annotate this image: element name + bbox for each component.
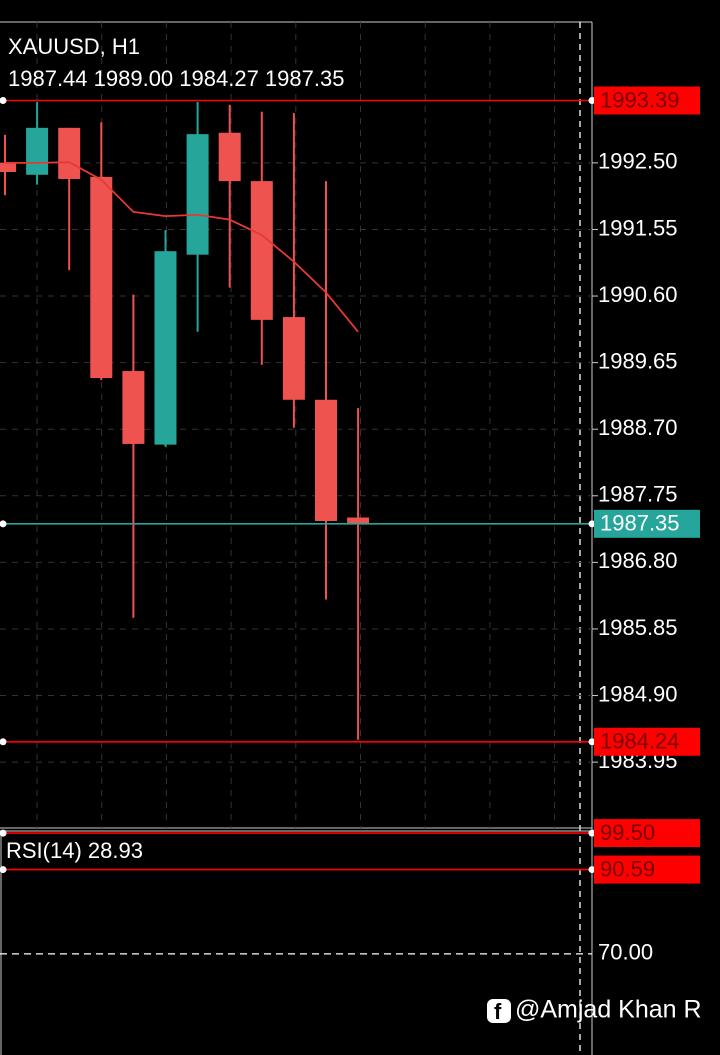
watermark-text: @Amjad Khan R xyxy=(515,996,702,1024)
level-handle xyxy=(0,829,7,837)
level-handle xyxy=(588,738,596,746)
level-label: 1987.35 xyxy=(600,511,680,536)
y-tick-label: 1986.80 xyxy=(598,548,678,573)
rsi-panel: 70.00 99.50 90.59 xyxy=(0,819,700,965)
level-label: 1993.39 xyxy=(600,87,680,112)
fb-icon-letter: f xyxy=(494,999,502,1024)
candle-body xyxy=(282,317,305,400)
level-label: 1984.24 xyxy=(600,729,680,754)
level-handle xyxy=(0,738,7,746)
level-handle xyxy=(588,829,596,837)
level-label-box xyxy=(594,727,700,756)
ohlc-readout: 1987.44 1989.00 1984.27 1987.35 xyxy=(8,66,344,91)
level-handle xyxy=(0,96,7,104)
candle-body xyxy=(315,399,337,522)
y-tick-label: 1991.55 xyxy=(598,215,678,240)
watermark: f @Amjad Khan R xyxy=(487,996,702,1024)
level-label: 90.59 xyxy=(600,856,655,881)
level-handle xyxy=(0,520,7,528)
fb-icon xyxy=(487,999,511,1023)
candle-body xyxy=(90,176,113,379)
candle-body xyxy=(186,134,209,255)
y-tick-label: 1992.50 xyxy=(598,149,678,174)
candle-body xyxy=(250,181,273,320)
level-handle xyxy=(588,520,596,528)
y-tick-label: 1987.75 xyxy=(598,482,678,507)
y-tick-label: 1989.65 xyxy=(598,348,678,373)
chart-title: XAUUSD, H1 xyxy=(8,34,140,59)
level-label: 99.50 xyxy=(600,820,655,845)
level-handle xyxy=(0,866,7,874)
level-label-box xyxy=(594,509,700,538)
candle-body xyxy=(26,127,49,175)
y-tick-label: 1990.60 xyxy=(598,282,678,307)
candle-body xyxy=(122,371,145,444)
y-tick-label: 1988.70 xyxy=(598,415,678,440)
rsi-title: RSI(14) 28.93 xyxy=(6,838,143,863)
candle-body xyxy=(154,251,177,445)
level-label-box xyxy=(594,855,700,884)
moving-average xyxy=(5,161,359,333)
y-tick-label: 1985.85 xyxy=(598,615,678,640)
candle-body xyxy=(58,127,81,179)
y-tick-label: 70.00 xyxy=(598,940,653,965)
level-label-box xyxy=(594,819,700,848)
candle-body xyxy=(218,132,241,182)
level-handle xyxy=(588,96,596,104)
y-tick-label: 1984.90 xyxy=(598,681,678,706)
main-panel: 1992.50 1991.55 1990.60 1989.65 1988.70 1987.… xyxy=(0,22,700,828)
level-label-box xyxy=(594,86,700,115)
candle-body xyxy=(347,517,370,524)
candle-body xyxy=(0,162,16,172)
level-handle xyxy=(588,866,596,874)
